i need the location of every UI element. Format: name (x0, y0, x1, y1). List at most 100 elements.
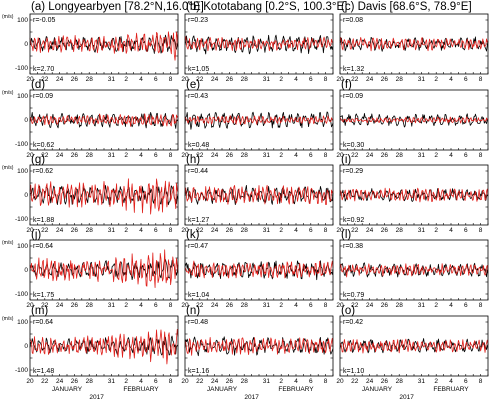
x-tick-label: 2 (124, 227, 128, 234)
r-value: r=0.64 (33, 319, 53, 326)
x-tick-label: 26 (381, 378, 389, 385)
x-tick-label: 8 (324, 378, 328, 385)
x-tick-label: 8 (479, 378, 483, 385)
x-tick-label: 8 (324, 227, 328, 234)
x-tick-label: 6 (154, 227, 158, 234)
x-tick-label: 8 (169, 152, 173, 159)
r-value: r=0.47 (188, 243, 208, 250)
k-value: k=0.79 (343, 292, 364, 299)
panel-letter: (d) (31, 79, 45, 91)
panel-frame (184, 239, 334, 301)
x-tick-label: 22 (41, 152, 49, 159)
x-tick-label: 2 (434, 302, 438, 309)
panel-frame (184, 89, 334, 151)
x-tick-label: 24 (366, 76, 374, 83)
y-tick-label: 0 (24, 267, 28, 274)
x-tick-label: 26 (226, 227, 234, 234)
x-tick-label: 26 (226, 378, 234, 385)
k-value: k=0.30 (343, 142, 364, 149)
k-value: k=1.05 (188, 66, 209, 73)
month-label: JANUARY (52, 386, 83, 393)
x-tick-label: 8 (169, 76, 173, 83)
k-value: k=0.48 (188, 142, 209, 149)
panel-letter: (k) (186, 229, 200, 241)
x-tick-label: 8 (479, 227, 483, 234)
panel: 20 22 24 26 28 31 2 4 6 8r=0.44k=1.27(h) (181, 154, 334, 234)
x-tick-label: 2 (124, 76, 128, 83)
k-value: k=0.62 (33, 142, 54, 149)
panel-letter: (e) (186, 79, 200, 91)
x-tick-label: 20 (26, 152, 34, 159)
x-tick-label: 4 (139, 302, 143, 309)
x-tick-label: 8 (169, 227, 173, 234)
series-line-red (339, 263, 489, 278)
x-tick-label: 31 (418, 302, 426, 309)
x-tick-label: 28 (86, 76, 94, 83)
unit-label: (m/s) (2, 316, 14, 322)
r-value: r=0.48 (188, 319, 208, 326)
x-tick-label: 31 (108, 302, 116, 309)
x-tick-label: 4 (139, 227, 143, 234)
x-tick-label: 28 (241, 302, 249, 309)
panel: 20 22 24 26 28 31 2 4 6 8r=0.08k=1.32 (336, 13, 489, 83)
k-value: k=1.32 (343, 66, 364, 73)
column-titles: (a) Longyearbyen [78.2°N,16.0°E](b) Koto… (31, 1, 472, 13)
series-line-red (29, 31, 179, 61)
x-tick-label: 31 (108, 227, 116, 234)
series-line-black (184, 111, 334, 130)
panel-frame (339, 13, 489, 75)
x-tick-label: 4 (294, 152, 298, 159)
x-tick-label: 2 (124, 378, 128, 385)
x-tick-label: 4 (294, 302, 298, 309)
y-tick-label: -100 (15, 367, 28, 374)
x-tick-label: 24 (56, 152, 64, 159)
x-tick-label: 22 (351, 227, 359, 234)
x-tick-label: 31 (108, 76, 116, 83)
r-value: r=0.29 (343, 168, 363, 175)
panel-frame (184, 315, 334, 377)
r-value: r=0.08 (343, 17, 363, 24)
panel-letter: (m) (31, 305, 48, 317)
x-tick-label: 2 (279, 227, 283, 234)
x-tick-label: 31 (263, 152, 271, 159)
x-tick-label: 28 (396, 227, 404, 234)
y-tick-label: -100 (15, 65, 28, 72)
panel-frame (339, 239, 489, 301)
x-tick-label: 26 (226, 302, 234, 309)
series-line-black (29, 112, 179, 129)
panel: 20 22 24 26 28 31 2 4 6 8r=0.48k=1.16(n) (181, 305, 334, 385)
x-tick-label: 24 (56, 302, 64, 309)
x-tick-label: 4 (449, 378, 453, 385)
x-tick-label: 6 (154, 76, 158, 83)
r-value: r=-0.05 (33, 17, 55, 24)
x-tick-label: 31 (108, 378, 116, 385)
y-tick-label: 0 (24, 192, 28, 199)
x-tick-label: 26 (71, 76, 79, 83)
x-tick-label: 28 (241, 152, 249, 159)
panel-frame (29, 164, 179, 226)
column-title: (a) Longyearbyen [78.2°N,16.0°E] (31, 1, 204, 13)
x-tick-label: 2 (124, 152, 128, 159)
r-value: r=0.42 (343, 319, 363, 326)
k-value: k=0.92 (343, 217, 364, 224)
x-tick-label: 28 (86, 378, 94, 385)
unit-label: (m/s) (2, 14, 14, 20)
series-line-black (339, 113, 489, 128)
x-tick-label: 28 (86, 227, 94, 234)
series-line-red (29, 113, 179, 127)
r-value: r=0.38 (343, 243, 363, 250)
panel-letter: (i) (341, 154, 351, 166)
k-value: k=1.27 (188, 217, 209, 224)
x-tick-label: 20 (181, 76, 189, 83)
x-tick-label: 6 (464, 152, 468, 159)
r-value: r=0.43 (188, 93, 208, 100)
x-tick-label: 22 (351, 152, 359, 159)
x-tick-label: 22 (196, 76, 204, 83)
x-tick-label: 26 (226, 152, 234, 159)
y-tick-label: 100 (17, 319, 28, 326)
x-tick-label: 6 (309, 302, 313, 309)
x-tick-label: 24 (56, 76, 64, 83)
x-tick-label: 6 (154, 152, 158, 159)
